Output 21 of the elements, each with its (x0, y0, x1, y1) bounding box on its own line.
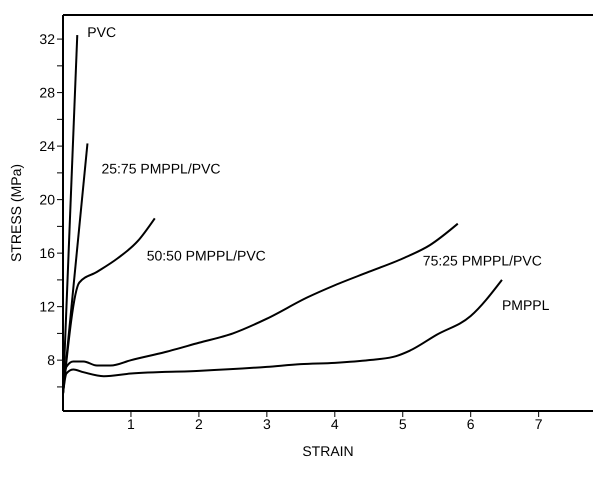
y-tick-label: 24 (39, 138, 56, 154)
y-axis-title: STRESS (MPa) (8, 164, 24, 262)
series-label: 25:75 PMPPL/PVC (101, 160, 221, 176)
y-tick-label: 8 (47, 352, 56, 368)
y-tick-label: 16 (39, 245, 56, 262)
series-label: PMPPL (502, 296, 550, 313)
y-tick-label: 28 (39, 84, 56, 101)
series-label: 75:25 PMPPL/PVC (422, 252, 542, 269)
series-label: 50:50 PMPPL/PVC (146, 247, 266, 264)
y-tick-label: 20 (39, 192, 56, 208)
x-tick-label: 7 (534, 416, 543, 432)
y-tick-label: 12 (39, 298, 56, 315)
x-tick-label: 6 (466, 416, 475, 432)
x-tick-label: 2 (195, 416, 203, 432)
x-axis-title: STRAIN (302, 443, 354, 459)
x-tick-label: 1 (127, 416, 136, 432)
series-label: PVC (87, 24, 116, 40)
x-tick-label: 4 (330, 416, 339, 432)
x-tick-label: 5 (398, 416, 407, 432)
y-tick-label: 32 (39, 31, 56, 48)
x-tick-label: 3 (262, 416, 271, 432)
